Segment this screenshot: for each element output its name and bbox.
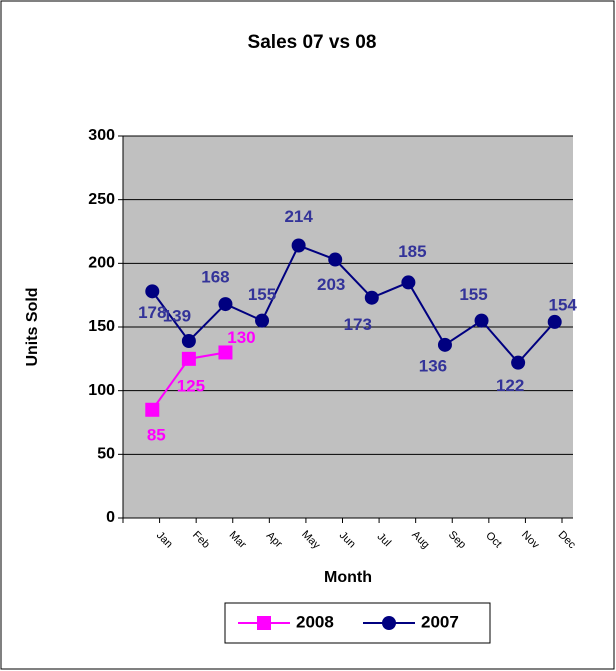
y-tick-label: 200	[88, 255, 115, 272]
point	[474, 313, 489, 328]
point	[181, 334, 196, 349]
y-tick-label: 150	[88, 318, 115, 335]
y-tick-label: 250	[88, 191, 115, 208]
data-label: 139	[163, 306, 191, 325]
data-label: 85	[147, 425, 166, 444]
data-label: 203	[317, 275, 345, 294]
legend-marker	[257, 616, 271, 630]
y-tick-label: 100	[88, 382, 115, 399]
y-tick-label: 0	[106, 509, 115, 526]
data-label: 214	[284, 207, 313, 226]
data-label: 154	[549, 295, 578, 314]
data-label: 155	[248, 285, 276, 304]
point	[145, 284, 160, 299]
point	[328, 252, 343, 267]
data-label: 136	[419, 356, 447, 375]
data-label: 155	[459, 285, 487, 304]
series-line	[151, 244, 556, 365]
point	[511, 355, 526, 370]
point	[218, 297, 233, 312]
y-tick-label: 50	[97, 446, 115, 463]
point	[181, 351, 196, 366]
data-label: 173	[344, 315, 372, 334]
point	[255, 313, 270, 328]
point	[437, 337, 452, 352]
data-label: 178	[138, 303, 166, 322]
legend-label: 2008	[296, 612, 334, 631]
data-label: 168	[201, 268, 229, 287]
data-label: 125	[177, 376, 205, 395]
point	[145, 402, 160, 417]
point	[401, 275, 416, 290]
point	[364, 290, 379, 305]
chart-title: Sales 07 vs 08	[248, 32, 377, 53]
x-axis-title: Month	[324, 569, 372, 586]
y-tick-label: 300	[88, 127, 115, 144]
point	[291, 238, 306, 253]
data-label: 130	[227, 328, 255, 347]
legend-marker	[382, 616, 396, 630]
point	[547, 314, 562, 329]
point	[218, 345, 233, 360]
data-label: 185	[398, 242, 426, 261]
y-axis-title: Units Sold	[24, 287, 41, 366]
data-label: 122	[496, 376, 524, 395]
legend-label: 2007	[421, 612, 459, 631]
